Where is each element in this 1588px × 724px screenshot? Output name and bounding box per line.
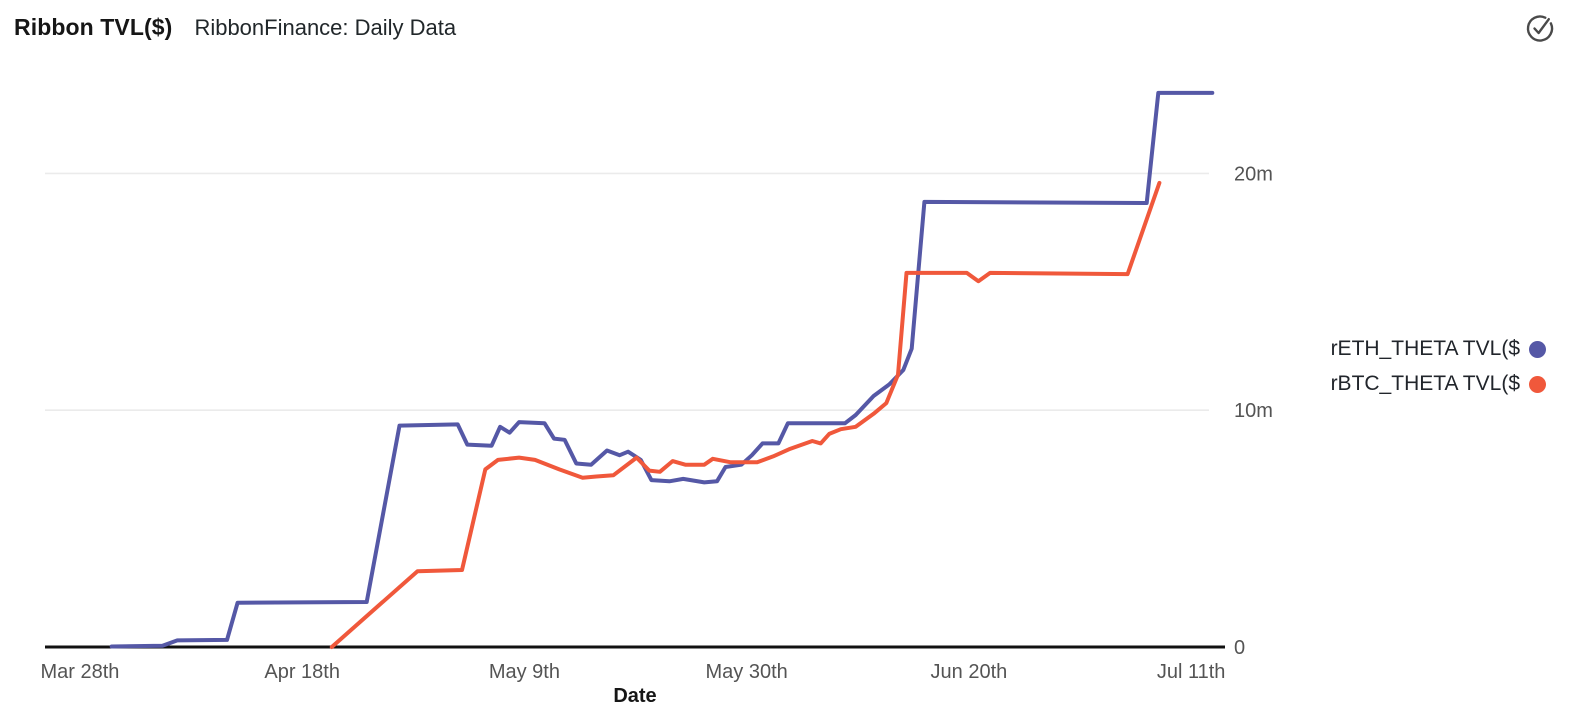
y-tick-label-20m: 20m	[1234, 163, 1273, 185]
x-tick-label-Jul-11th: Jul 11th	[1157, 661, 1226, 683]
legend-label: rBTC_THETA TVL($	[1330, 372, 1520, 395]
legend-swatch-rBTC_THETA	[1529, 375, 1546, 393]
chart-header: Ribbon TVL($) RibbonFinance: Daily Data	[14, 14, 456, 41]
x-tick-label-Mar-28th: Mar 28th	[40, 661, 119, 683]
series-line-rBTC_THETA[interactable]	[329, 180, 1162, 649]
chart-legend: rETH_THETA TVL($ rBTC_THETA TVL($	[1331, 334, 1546, 399]
x-tick-label-May-9th: May 9th	[489, 661, 560, 683]
legend-item-rBTC_THETA[interactable]: rBTC_THETA TVL($	[1331, 369, 1546, 399]
check-circle-glyph	[1526, 14, 1553, 42]
check-circle-icon[interactable]	[1522, 10, 1558, 46]
x-tick-label-Apr-18th: Apr 18th	[264, 661, 340, 683]
legend-label: rETH_THETA TVL($	[1330, 337, 1520, 360]
legend-swatch-rETH_THETA	[1529, 340, 1546, 358]
x-tick-label-May-30th: May 30th	[706, 661, 788, 683]
chart-subtitle: RibbonFinance: Daily Data	[194, 15, 457, 40]
y-tick-label-10m: 10m	[1234, 400, 1273, 422]
x-tick-label-Jun-20th: Jun 20th	[931, 661, 1008, 683]
legend-item-rETH_THETA[interactable]: rETH_THETA TVL($	[1331, 334, 1546, 364]
y-tick-label-0: 0	[1234, 637, 1245, 659]
x-axis-title: Date	[613, 685, 657, 707]
chart-title: Ribbon TVL($)	[14, 14, 173, 40]
series-line-rETH_THETA[interactable]	[109, 90, 1215, 649]
